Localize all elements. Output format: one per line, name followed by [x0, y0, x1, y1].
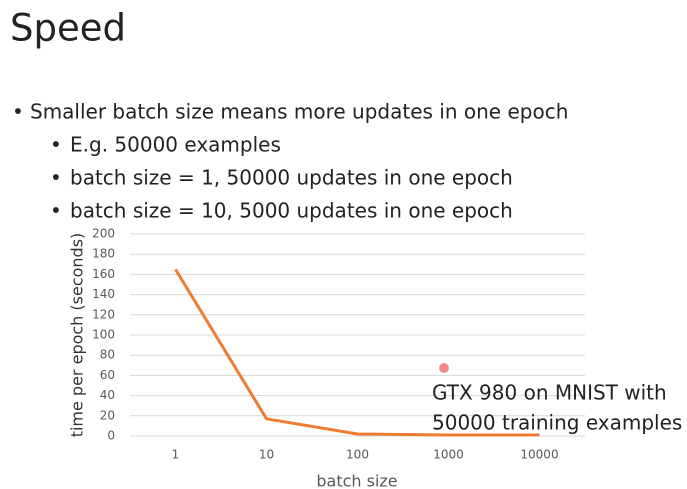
- bullet-marker: •: [50, 133, 62, 157]
- bullet: Smaller batch size means more updates in…: [30, 100, 568, 124]
- y-tick-label: 120: [92, 307, 115, 321]
- x-tick-label: 10: [259, 448, 274, 462]
- y-tick-label: 140: [92, 287, 115, 301]
- bullet: E.g. 50000 examples: [70, 133, 281, 157]
- bullet-marker: •: [12, 100, 24, 124]
- y-tick-label: 180: [92, 247, 115, 261]
- slide-title: Speed: [10, 7, 126, 50]
- y-tick-label: 60: [100, 368, 115, 382]
- x-tick-label: 10000: [520, 448, 558, 462]
- y-tick-label: 40: [100, 388, 115, 402]
- bullet-marker: •: [50, 166, 62, 190]
- x-tick-label: 100: [346, 448, 369, 462]
- y-axis-label: time per epoch (seconds): [68, 233, 87, 438]
- bullet-marker: •: [50, 199, 62, 223]
- y-tick-label: 80: [100, 348, 115, 362]
- y-tick-label: 200: [92, 227, 115, 241]
- x-axis-label: batch size: [316, 472, 397, 489]
- y-tick-label: 20: [100, 408, 115, 422]
- pointer: [439, 363, 449, 373]
- x-tick-label: 1000: [433, 448, 464, 462]
- y-tick-label: 160: [92, 267, 115, 281]
- x-tick-label: 1: [172, 448, 180, 462]
- y-tick-label: 100: [92, 328, 115, 342]
- annotation: 50000 training examples: [432, 411, 682, 435]
- y-tick-label: 0: [107, 429, 115, 443]
- chart: 0 20 40 60 80 100 120 140 160 180 200 1 10 100 1000 100…: [92, 227, 585, 462]
- bullet: batch size = 1, 50000 updates in one epo…: [70, 166, 513, 190]
- line: [174, 268, 540, 437]
- bullet: batch size = 10, 5000 updates in one epo…: [70, 199, 513, 223]
- chart-background: [60, 223, 600, 489]
- annotation: GTX 980 on MNIST with: [432, 381, 667, 405]
